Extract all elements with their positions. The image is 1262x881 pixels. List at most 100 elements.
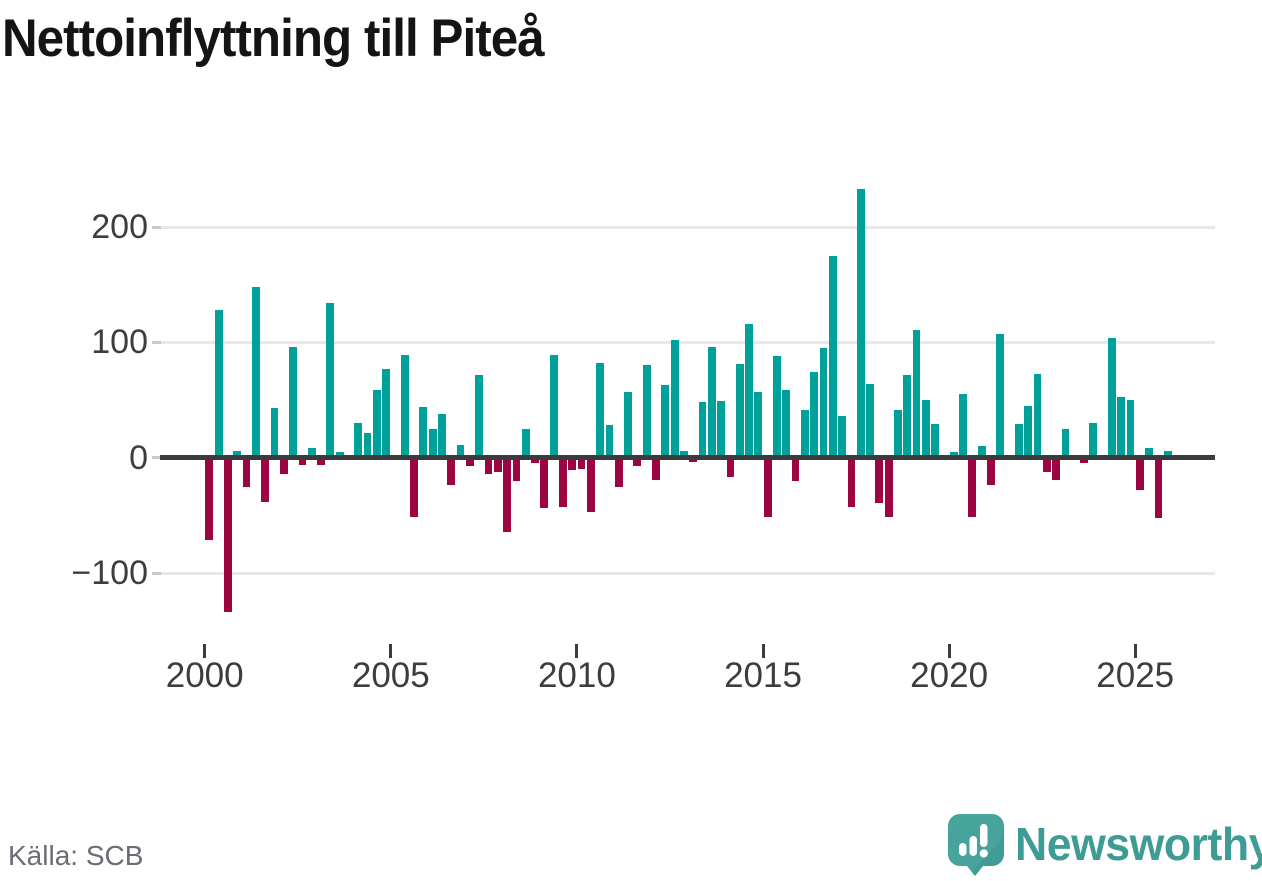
bar-2012-q1 bbox=[652, 457, 660, 480]
bar-2002-q4 bbox=[307, 448, 316, 458]
bar-2024-q3 bbox=[1117, 396, 1126, 458]
x-axis-tick bbox=[761, 644, 765, 658]
x-axis-tick bbox=[1133, 644, 1137, 658]
bar-2009-q3 bbox=[559, 457, 567, 508]
y-axis-label: 200 bbox=[91, 208, 148, 247]
y-axis-tick bbox=[152, 340, 161, 344]
bar-2017-q4 bbox=[866, 383, 874, 458]
bar-2007-q1 bbox=[465, 457, 474, 466]
x-axis-label: 2015 bbox=[724, 656, 802, 695]
x-axis-label: 2000 bbox=[165, 656, 244, 695]
bar-2017-q2 bbox=[847, 457, 856, 508]
page-title: Nettoinflyttning till Piteå bbox=[2, 9, 545, 68]
bar-2007-q4 bbox=[493, 457, 502, 472]
bar-2025-q3 bbox=[1154, 457, 1163, 518]
bar-2023-q1 bbox=[1061, 428, 1070, 458]
bar-2019-q1 bbox=[912, 329, 921, 458]
bar-2001-q3 bbox=[261, 457, 270, 502]
bar-2020-q2 bbox=[959, 394, 967, 458]
bar-2004-q4 bbox=[382, 368, 391, 458]
bar-2004-q1 bbox=[354, 423, 363, 458]
bar-2011-q1 bbox=[614, 457, 623, 487]
bar-2016-q1 bbox=[800, 410, 809, 458]
zero-axis-line bbox=[160, 455, 1215, 461]
x-axis-tick bbox=[389, 644, 393, 658]
bar-2024-q2 bbox=[1108, 337, 1116, 458]
bar-2009-q1 bbox=[540, 457, 549, 509]
logo-wordmark: Newsworthy bbox=[1015, 818, 1262, 870]
x-axis-label: 2010 bbox=[537, 656, 616, 695]
bar-2022-q2 bbox=[1033, 373, 1042, 458]
bar-2004-q2 bbox=[363, 433, 372, 458]
y-axis-label: 0 bbox=[129, 438, 148, 477]
bar-2021-q2 bbox=[996, 334, 1005, 458]
bar-2008-q2 bbox=[512, 457, 521, 481]
plot-area bbox=[160, 180, 1215, 642]
bar-2014-q2 bbox=[735, 364, 744, 458]
bar-2021-q4 bbox=[1015, 424, 1023, 458]
bar-2025-q4 bbox=[1163, 450, 1172, 458]
bar-2001-q2 bbox=[251, 287, 260, 458]
newsworthy-logo: Newsworthy bbox=[944, 812, 1262, 876]
bar-2008-q3 bbox=[521, 428, 530, 458]
bar-2005-q3 bbox=[410, 457, 418, 517]
bar-2002-q3 bbox=[298, 457, 307, 465]
bar-2014-q1 bbox=[726, 457, 735, 478]
bar-2002-q1 bbox=[279, 457, 288, 474]
bar-2010-q3 bbox=[596, 363, 605, 458]
gridline-100 bbox=[160, 340, 1215, 344]
bar-2017-q3 bbox=[856, 188, 865, 458]
bar-2025-q2 bbox=[1145, 448, 1154, 458]
bar-2004-q3 bbox=[372, 389, 381, 458]
bar-2001-q1 bbox=[242, 457, 251, 487]
bar-2008-q1 bbox=[503, 457, 512, 532]
bar-2014-q4 bbox=[754, 391, 763, 458]
bar-2022-q3 bbox=[1042, 457, 1051, 472]
y-axis-label: 100 bbox=[91, 323, 148, 362]
speech-bubble-bar-chart-icon bbox=[944, 812, 1006, 876]
bar-2007-q2 bbox=[475, 374, 484, 458]
bar-2012-q4 bbox=[680, 450, 688, 458]
x-axis-label: 2005 bbox=[351, 656, 430, 695]
source-note: Källa: SCB bbox=[8, 840, 144, 871]
bar-2008-q4 bbox=[531, 457, 539, 464]
y-axis-label: −100 bbox=[71, 554, 148, 593]
bar-2000-q1 bbox=[205, 457, 214, 540]
bar-2018-q4 bbox=[903, 374, 912, 458]
bar-2020-q4 bbox=[977, 446, 986, 458]
bar-2015-q1 bbox=[763, 457, 772, 517]
x-axis-tick bbox=[947, 644, 951, 658]
bar-2018-q1 bbox=[875, 457, 884, 503]
bar-2021-q1 bbox=[987, 457, 995, 486]
bar-2016-q3 bbox=[819, 348, 828, 458]
y-axis-tick bbox=[152, 225, 161, 229]
gridline--100 bbox=[160, 571, 1215, 575]
bar-2023-q4 bbox=[1089, 423, 1098, 458]
y-axis-tick bbox=[152, 456, 161, 460]
bar-2019-q3 bbox=[931, 424, 940, 458]
bar-2018-q3 bbox=[894, 410, 902, 458]
bar-2001-q4 bbox=[270, 408, 279, 458]
bar-2013-q3 bbox=[707, 346, 716, 458]
bar-2012-q3 bbox=[670, 340, 679, 458]
bar-2007-q3 bbox=[484, 457, 493, 474]
x-axis-label: 2020 bbox=[910, 656, 989, 695]
bar-2010-q2 bbox=[586, 457, 595, 512]
bar-2009-q4 bbox=[568, 457, 577, 471]
bar-2015-q3 bbox=[782, 389, 791, 458]
x-axis-tick bbox=[203, 644, 207, 658]
bar-2011-q4 bbox=[642, 365, 651, 458]
bar-2015-q2 bbox=[773, 356, 781, 458]
gridline-200 bbox=[160, 225, 1215, 229]
bar-2018-q2 bbox=[884, 457, 893, 517]
bar-2003-q1 bbox=[317, 457, 325, 465]
bar-2000-q3 bbox=[224, 457, 232, 613]
bar-2013-q2 bbox=[698, 402, 707, 458]
bar-2009-q2 bbox=[549, 355, 558, 458]
x-axis-tick bbox=[575, 644, 579, 658]
bar-2012-q2 bbox=[661, 385, 670, 458]
bar-2016-q4 bbox=[828, 255, 837, 458]
bar-2005-q4 bbox=[419, 406, 428, 458]
bar-2011-q2 bbox=[624, 391, 632, 458]
bar-2023-q3 bbox=[1080, 457, 1088, 464]
